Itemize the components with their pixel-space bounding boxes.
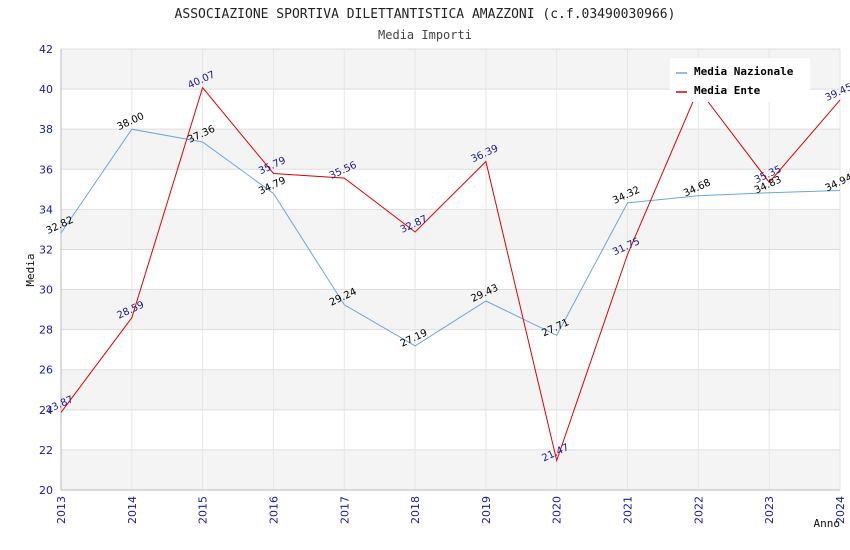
y-tick-label: 26 — [39, 364, 53, 377]
y-tick-label: 30 — [39, 284, 53, 297]
y-tick-label: 36 — [39, 163, 53, 176]
axes — [60, 49, 840, 491]
legend-label-media-ente: Media Ente — [694, 84, 761, 97]
series-line-1 — [60, 86, 841, 463]
x-tick-label: 2013 — [55, 496, 68, 524]
x-tick-label: 2014 — [126, 496, 139, 524]
y-tick-label: 38 — [39, 123, 53, 136]
y-tick-label: 34 — [39, 203, 53, 216]
x-tick-label: 2015 — [197, 496, 210, 524]
y-tick-label: 32 — [39, 243, 53, 256]
chart-subtitle: Media Importi — [378, 28, 472, 42]
legend-label-media-nazionale: Media Nazionale — [694, 65, 794, 78]
x-tick-label: 2024 — [834, 496, 847, 524]
y-tick-labels: 20 22 24 26 28 30 32 34 36 38 40 42 — [39, 43, 53, 497]
legend: Media Nazionale Media Ente — [670, 58, 810, 102]
y-tick-label: 20 — [39, 484, 53, 497]
x-tick-label: 2023 — [763, 496, 776, 524]
x-axis-label: Anno — [814, 517, 841, 530]
legend-box — [670, 58, 810, 102]
x-tick-label: 2018 — [409, 496, 422, 524]
series-lines — [60, 86, 841, 463]
y-tick-label: 40 — [39, 83, 53, 96]
plot-band — [61, 169, 840, 210]
x-tick-label: 2020 — [551, 496, 564, 524]
x-tick-labels: 2013 2014 2015 2016 2017 2018 2019 2020 2021 2022… — [55, 496, 847, 524]
chart-title: ASSOCIAZIONE SPORTIVA DILETTANTISTICA AM… — [175, 7, 676, 22]
x-tick-label: 2017 — [338, 496, 351, 524]
plot-band — [61, 329, 840, 370]
plot-band — [61, 449, 840, 490]
y-tick-label: 24 — [39, 404, 53, 417]
series-line-0 — [60, 128, 841, 347]
grid-lines — [60, 48, 841, 491]
x-tick-label: 2021 — [622, 496, 635, 524]
x-tick-label: 2019 — [480, 496, 493, 524]
y-axis-label: Media — [24, 253, 37, 286]
plot-band — [61, 209, 840, 250]
plot-band — [61, 129, 840, 170]
x-tick-label: 2022 — [692, 496, 705, 524]
y-tick-label: 28 — [39, 324, 53, 337]
y-tick-label: 22 — [39, 444, 53, 457]
plot-background-bands — [61, 49, 840, 490]
plot-band — [61, 369, 840, 410]
plot-band — [61, 409, 840, 450]
y-tick-label: 42 — [39, 43, 53, 56]
plot-band — [61, 249, 840, 290]
x-tick-label: 2016 — [267, 496, 280, 524]
